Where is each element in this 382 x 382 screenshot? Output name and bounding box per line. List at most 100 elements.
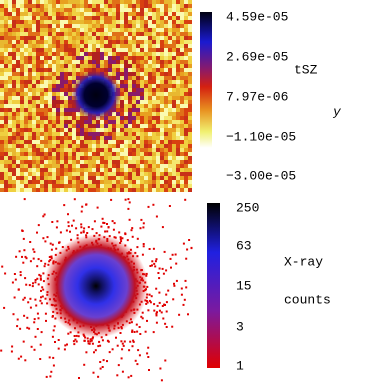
pixel [132,116,136,120]
pixel [84,156,88,160]
pixel [92,60,96,64]
pixel [14,297,16,299]
pixel [188,148,192,152]
pixel [16,96,20,100]
pixel [64,0,68,4]
pixel [152,148,156,152]
pixel [84,40,88,44]
pixel [156,44,160,48]
pixel [132,72,136,76]
pixel [188,60,192,64]
pixel [4,188,8,192]
pixel [168,8,172,12]
pixel [76,32,80,36]
pixel [160,92,164,96]
pixel [37,313,39,315]
pixel [28,28,32,32]
pixel [32,40,36,44]
pixel [92,172,96,176]
pixel [16,184,20,188]
pixel [0,68,4,72]
pixel [92,36,96,40]
pixel [76,184,80,188]
pixel [168,52,172,56]
pixel [136,72,140,76]
pixel [108,28,112,32]
colorbar-tick: −3.00e-05 [226,168,296,183]
pixel [76,124,80,128]
pixel [96,24,100,28]
pixel [14,273,16,275]
pixel [136,12,140,16]
pixel [144,100,148,104]
pixel [178,314,180,316]
pixel [40,148,44,152]
pixel [152,12,156,16]
pixel [132,4,136,8]
pixel [36,278,38,280]
pixel [128,136,132,140]
pixel [36,128,40,132]
pixel [20,88,24,92]
pixel [160,120,164,124]
pixel [16,180,20,184]
pixel [28,76,32,80]
pixel [72,12,76,16]
pixel [176,80,180,84]
pixel [106,223,108,225]
pixel [159,310,161,312]
pixel [124,68,128,72]
pixel [156,64,160,68]
pixel [152,20,156,24]
pixel [120,24,124,28]
pixel [20,8,24,12]
pixel [24,68,28,72]
pixel [112,48,116,52]
pixel [184,188,188,192]
pixel [108,132,112,136]
colorbar-tick: 4.59e-05 [226,9,288,24]
pixel [148,148,152,152]
pixel [128,160,132,164]
pixel [104,128,108,132]
pixel [128,100,132,104]
pixel [132,12,136,16]
pixel [49,256,51,258]
pixel [56,68,60,72]
pixel [140,219,142,221]
pixel [131,227,133,229]
pixel [132,156,136,160]
pixel [172,124,176,128]
pixel [188,120,192,124]
pixel [0,56,4,60]
pixel [164,176,168,180]
pixel [168,144,172,148]
pixel [144,156,148,160]
pixel [144,12,148,16]
pixel [4,32,8,36]
pixel [56,44,60,48]
pixel [20,188,24,192]
pixel [24,24,28,28]
pixel [96,32,100,36]
pixel [20,28,24,32]
pixel [184,28,188,32]
pixel [180,56,184,60]
pixel [92,128,96,132]
pixel [40,44,44,48]
pixel [148,132,152,136]
pixel [164,172,168,176]
pixel [160,72,164,76]
pixel [31,346,33,348]
pixel [88,40,92,44]
pixel [140,184,144,188]
pixel [24,188,28,192]
pixel [144,40,148,44]
pixel [160,44,164,48]
pixel [44,116,48,120]
pixel [88,152,92,156]
pixel [4,80,8,84]
pixel [172,176,176,180]
pixel [38,258,40,260]
pixel [108,64,112,68]
